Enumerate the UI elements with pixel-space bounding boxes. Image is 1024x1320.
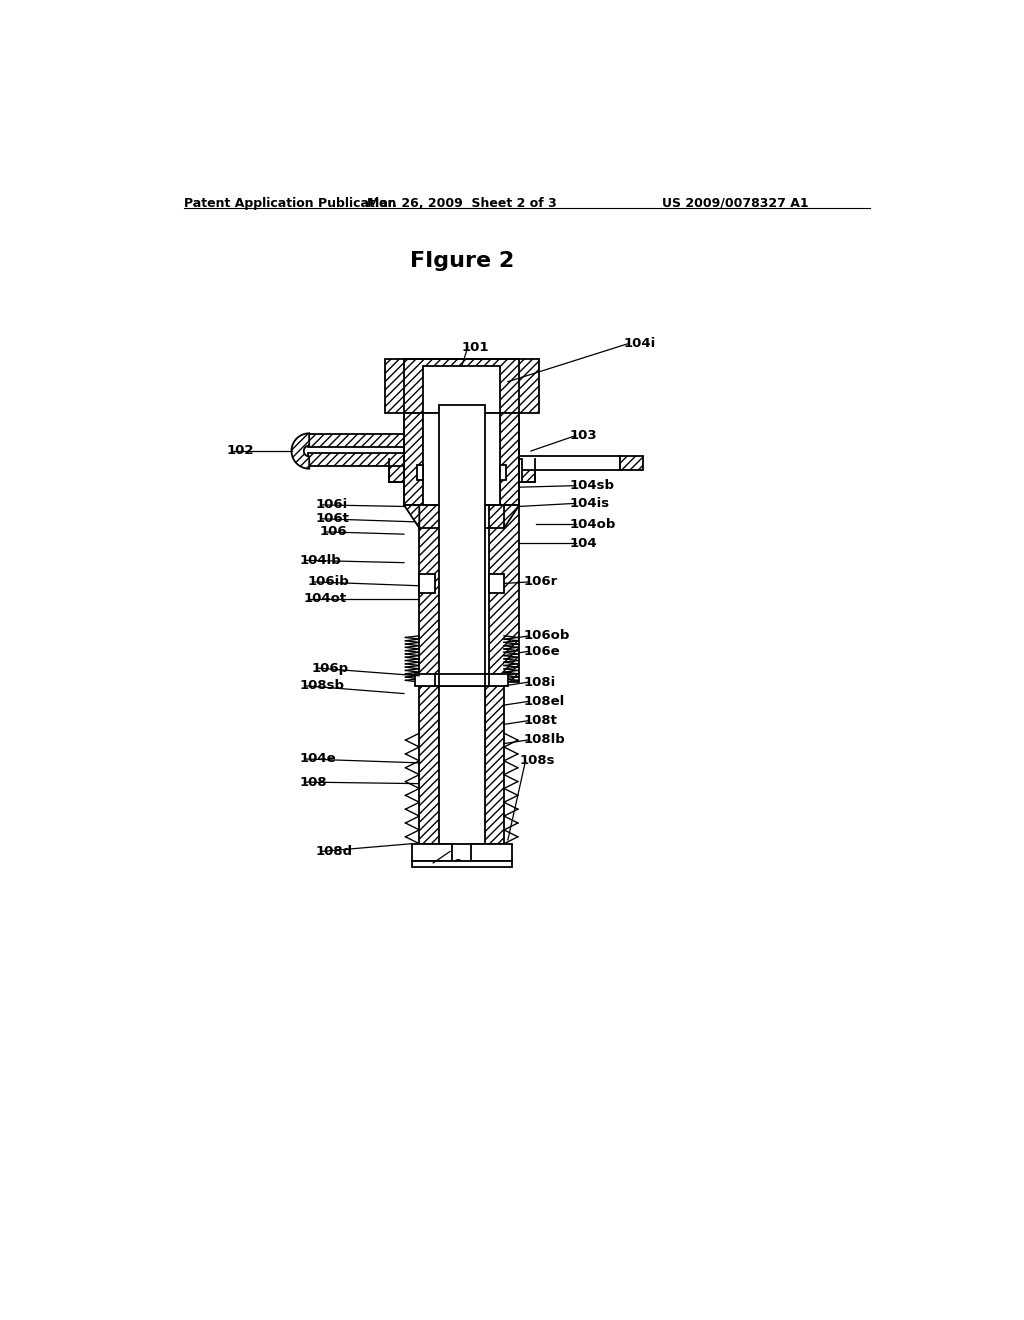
Text: 108: 108 <box>300 776 328 788</box>
Bar <box>385 359 539 412</box>
Text: 104ot: 104ot <box>304 593 347 606</box>
Text: 104lb: 104lb <box>300 554 342 566</box>
Bar <box>620 457 643 470</box>
Text: 103: 103 <box>569 429 597 442</box>
Text: 106t: 106t <box>315 512 349 525</box>
Bar <box>412 843 452 861</box>
Bar <box>478 686 504 843</box>
Bar <box>519 459 521 482</box>
Text: 104sb: 104sb <box>569 479 614 492</box>
Bar <box>419 506 451 682</box>
Text: 106p: 106p <box>311 661 348 675</box>
Text: 106e: 106e <box>523 644 560 657</box>
Text: 101: 101 <box>462 341 489 354</box>
Text: 104: 104 <box>569 537 597 550</box>
Text: 108lb: 108lb <box>523 733 565 746</box>
Text: 106ob: 106ob <box>523 630 569 643</box>
Bar <box>403 413 423 506</box>
Text: 108el: 108el <box>523 694 564 708</box>
Polygon shape <box>292 433 309 469</box>
Bar <box>423 366 500 412</box>
Text: 104e: 104e <box>300 752 337 766</box>
Bar <box>519 457 620 470</box>
Text: Patent Application Publication: Patent Application Publication <box>184 197 397 210</box>
Text: 108sb: 108sb <box>300 680 345 693</box>
Polygon shape <box>504 506 519 528</box>
Text: 108i: 108i <box>523 676 555 689</box>
Bar <box>412 861 512 867</box>
Text: 106i: 106i <box>315 499 347 511</box>
Bar <box>488 506 519 682</box>
Bar <box>471 843 512 861</box>
Text: 104is: 104is <box>569 496 609 510</box>
Bar <box>519 459 535 482</box>
Bar <box>500 413 519 506</box>
Bar <box>417 465 423 480</box>
Text: 108e: 108e <box>427 857 464 870</box>
Bar <box>500 465 506 480</box>
Bar <box>416 675 508 686</box>
Bar <box>307 453 403 466</box>
Text: Mar. 26, 2009  Sheet 2 of 3: Mar. 26, 2009 Sheet 2 of 3 <box>367 197 556 210</box>
Text: 106ib: 106ib <box>307 576 349 589</box>
Bar <box>307 434 403 447</box>
Text: FIgure 2: FIgure 2 <box>410 251 514 271</box>
Bar <box>419 686 444 843</box>
Polygon shape <box>403 506 419 528</box>
Text: 102: 102 <box>226 445 254 458</box>
Bar <box>484 675 488 686</box>
Bar <box>419 574 435 594</box>
Text: 108s: 108s <box>519 754 555 767</box>
Text: 104i: 104i <box>624 337 655 350</box>
Text: 106r: 106r <box>523 576 557 589</box>
Bar <box>438 405 484 767</box>
Bar <box>435 675 438 686</box>
Text: 108d: 108d <box>315 845 352 858</box>
Bar <box>423 413 500 506</box>
Bar <box>438 686 484 843</box>
Bar <box>388 459 403 482</box>
Text: 108t: 108t <box>523 714 557 727</box>
Bar <box>488 574 504 594</box>
Text: US 2009/0078327 A1: US 2009/0078327 A1 <box>662 197 809 210</box>
Text: 104ob: 104ob <box>569 517 615 531</box>
Text: 106: 106 <box>319 525 347 539</box>
